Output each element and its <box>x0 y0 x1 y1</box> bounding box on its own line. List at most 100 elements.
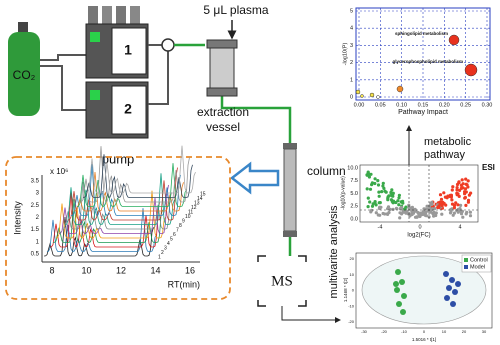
y-tick-label: 1 <box>36 239 40 245</box>
volcano-point <box>398 211 402 215</box>
x-tick-label: 10 <box>81 265 91 275</box>
y-tick-label: 7.5 <box>350 178 358 184</box>
volcano-point <box>380 190 384 194</box>
volcano-point <box>424 214 428 218</box>
volcano-point <box>386 207 390 211</box>
column <box>283 143 297 237</box>
y-tick-label: 5.0 <box>350 191 358 197</box>
volcano-point <box>407 206 411 210</box>
pca-point <box>455 281 461 287</box>
legend-label: Control <box>470 257 488 263</box>
column-label: column <box>307 164 346 178</box>
y-tick-label: 2.5 <box>350 204 358 210</box>
trace <box>58 184 169 234</box>
volcano-point <box>390 188 394 192</box>
chromatogram-box <box>5 156 231 300</box>
pathway-point <box>448 34 460 46</box>
volcano-point <box>448 211 453 215</box>
x-axis-label: 1.5016 * t[1] <box>412 337 436 342</box>
trace <box>85 145 196 194</box>
x-tick-label: -4 <box>378 224 383 230</box>
trace <box>55 190 166 239</box>
trace <box>82 154 193 198</box>
volcano-point <box>438 193 443 197</box>
ms-arrow <box>281 306 341 323</box>
volcano-point <box>442 191 446 195</box>
y-tick-label: 1.5 <box>31 227 40 233</box>
pca-point <box>443 271 449 277</box>
volcano-point <box>445 196 449 200</box>
y-axis-label: -log10(p-value) <box>340 176 346 210</box>
pump-label: pump <box>102 151 135 166</box>
y-tick-label: -20 <box>348 319 355 324</box>
volcano-point <box>366 170 370 174</box>
result-arrow <box>229 161 280 195</box>
x-tick-label: 0 <box>423 329 426 334</box>
volcano-point <box>455 182 460 187</box>
x-tick-label: 0 <box>418 224 421 230</box>
volcano-point <box>455 208 459 213</box>
x-tick-label: 8 <box>49 265 54 275</box>
pump: 1 2 pump <box>85 6 149 166</box>
volcano-point <box>452 211 456 215</box>
trace <box>79 146 190 203</box>
pca-point <box>393 281 399 287</box>
volcano-point <box>429 210 433 214</box>
trace-label: 11 <box>188 209 193 215</box>
x-tick-label: 30 <box>482 329 487 334</box>
volcano-point <box>434 213 438 218</box>
gas-line <box>40 54 86 111</box>
trace-label: 15 <box>200 191 206 197</box>
confidence-ellipse <box>361 255 487 325</box>
pca-point <box>395 269 401 275</box>
volcano-point <box>373 181 377 186</box>
pca-point <box>444 295 450 301</box>
trace-label: 8 <box>179 223 182 229</box>
trace-label: 3 <box>164 245 167 251</box>
pathway-point <box>464 63 478 77</box>
volcano-point <box>391 191 395 195</box>
y-axis-label: -log10(P) <box>342 43 348 66</box>
volcano-point <box>370 183 374 187</box>
legend-swatch <box>464 265 468 269</box>
y-tick-label: 2.5 <box>31 203 40 209</box>
y-tick-label: 0.5 <box>31 252 40 258</box>
ms-bracket <box>257 255 307 307</box>
trace-label: 12 <box>191 205 197 211</box>
volcano-point <box>463 187 468 191</box>
volcano-point <box>398 207 402 211</box>
y-tick-label: 0 <box>352 288 355 293</box>
volcano-point <box>374 203 378 207</box>
pump-line <box>148 44 169 105</box>
y-tick-label: -10 <box>348 303 355 308</box>
volcano-point <box>460 178 464 182</box>
volcano-point <box>464 212 468 216</box>
volcano-point <box>463 195 467 200</box>
volcano-point <box>377 201 381 205</box>
volcano-point <box>377 206 381 210</box>
volcano-point <box>458 188 462 192</box>
x-tick-label: 0.10 <box>396 102 407 108</box>
volcano-point <box>468 214 473 218</box>
volcano-point <box>459 203 463 207</box>
volcano-point <box>366 196 370 200</box>
volcano-point <box>417 213 421 217</box>
volcano-point <box>444 203 448 207</box>
pca-point <box>399 279 405 285</box>
volcano-point <box>425 204 429 208</box>
volcano-point <box>377 190 381 194</box>
y-tick-label: 20 <box>350 256 355 261</box>
volcano-point <box>454 201 458 205</box>
volcano-point <box>466 179 470 183</box>
volcano-point <box>450 188 454 192</box>
trace-label: 13 <box>194 200 200 206</box>
volcano-point <box>397 196 401 200</box>
pump-2-label: 2 <box>124 101 132 117</box>
volcano-point <box>432 207 437 211</box>
trace-label: 14 <box>197 196 203 202</box>
volcano-point <box>433 211 437 215</box>
y-axis-label: 1.1468 * t[2] <box>343 278 348 302</box>
trace-label: 6 <box>173 232 176 238</box>
volcano-point <box>468 210 472 214</box>
